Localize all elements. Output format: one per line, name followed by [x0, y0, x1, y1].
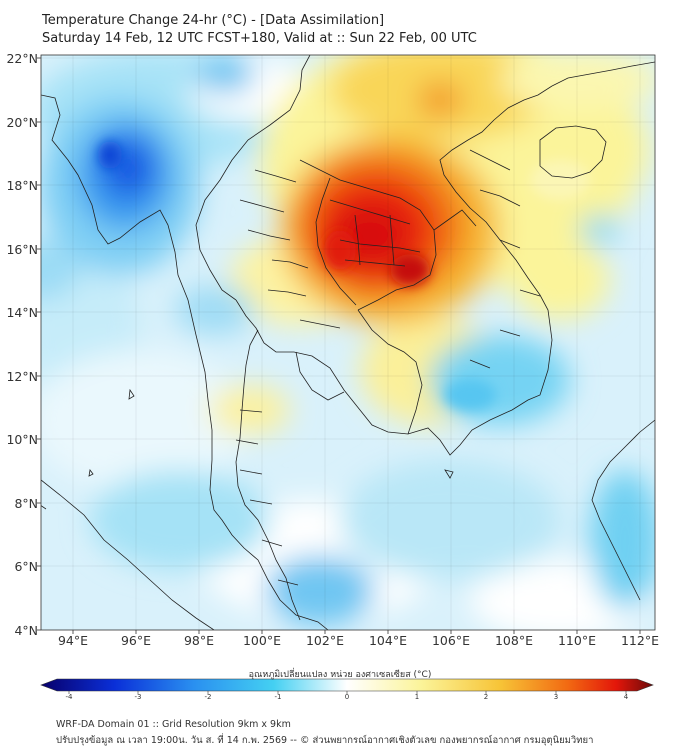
- lat-label-16n: 16°N: [6, 242, 38, 257]
- lon-label-108e: 108°E: [494, 633, 533, 648]
- lon-label-110e: 110°E: [557, 633, 596, 648]
- graticule: [41, 55, 655, 630]
- lat-label-18n: 18°N: [6, 178, 38, 193]
- lat-label-12n: 12°N: [6, 369, 38, 384]
- colorbar-tick-label: 4: [623, 693, 629, 701]
- axis-ticks: [37, 57, 641, 634]
- colorbar-tick-label: 2: [483, 693, 489, 701]
- lon-label-102e: 102°E: [305, 633, 344, 648]
- colorbar-tick-label: 1: [414, 693, 420, 701]
- colorbar-tick-label: 3: [553, 693, 559, 701]
- colorbar: [40, 678, 654, 692]
- lat-label-14n: 14°N: [6, 305, 38, 320]
- colorbar-tick-label: -1: [274, 693, 282, 701]
- footer-credit: ปรับปรุงข้อมูล ณ เวลา 19:00น. วัน ส. ที่…: [56, 735, 594, 746]
- footer-model-info: WRF-DA Domain 01 :: Grid Resolution 9km …: [56, 719, 291, 730]
- lat-label-22n: 22°N: [6, 51, 38, 66]
- lat-label-10n: 10°N: [6, 432, 38, 447]
- lon-label-104e: 104°E: [368, 633, 407, 648]
- chart-title: Temperature Change 24-hr (°C) - [Data As…: [42, 13, 385, 28]
- coastlines-borders: [41, 55, 655, 630]
- lat-label-4n: 4°N: [14, 623, 38, 638]
- colorbar-tick-label: -4: [65, 693, 73, 701]
- colorbar-title: อุณหภูมิเปลี่ยนแปลง หน่วย องศาเซลเซียส (…: [248, 670, 432, 680]
- colorbar-ticks: [68, 691, 627, 694]
- colorbar-tick-label: 0: [344, 693, 350, 701]
- lat-label-20n: 20°N: [6, 115, 38, 130]
- lon-label-100e: 100°E: [242, 633, 281, 648]
- plot-frame: [40, 54, 656, 631]
- lon-label-112e: 112°E: [620, 633, 659, 648]
- lat-label-6n: 6°N: [14, 559, 38, 574]
- lon-label-94e: 94°E: [57, 633, 89, 648]
- lon-label-106e: 106°E: [431, 633, 470, 648]
- temperature-field: [41, 55, 655, 630]
- lat-label-8n: 8°N: [14, 496, 38, 511]
- lon-label-98e: 98°E: [183, 633, 215, 648]
- chart-subtitle: Saturday 14 Feb, 12 UTC FCST+180, Valid …: [42, 31, 477, 46]
- colorbar-tick-label: -2: [204, 693, 212, 701]
- lon-label-96e: 96°E: [120, 633, 152, 648]
- colorbar-tick-label: -3: [134, 693, 142, 701]
